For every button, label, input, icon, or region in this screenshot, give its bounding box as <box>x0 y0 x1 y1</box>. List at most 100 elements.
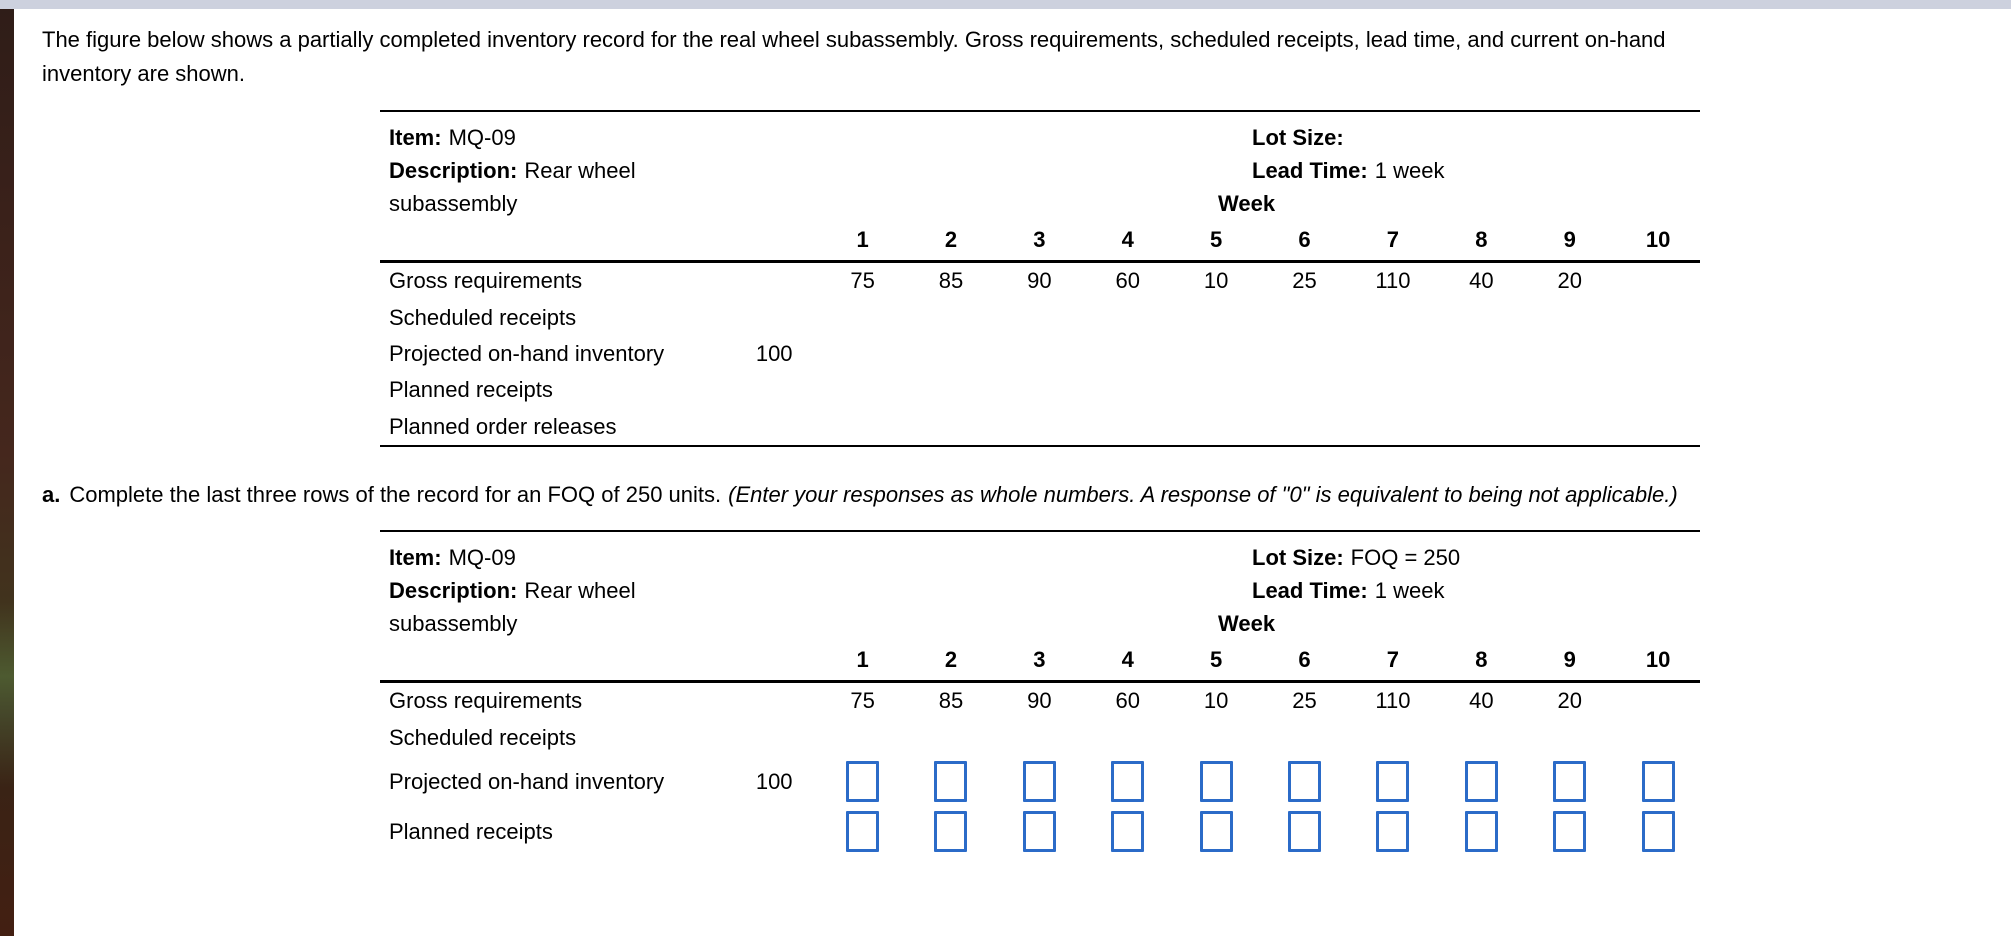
description-label: Description: <box>389 158 518 183</box>
record-row-projected-on-hand-inventory: Projected on-hand inventory 100 <box>380 756 1700 808</box>
item-value: MQ-09 <box>448 125 516 150</box>
cell-week-7: 110 <box>1375 688 1411 714</box>
lot-size-lead-time-block: Lot Size: Lead Time: 1 week <box>1252 121 1444 187</box>
week-number-1: 1 <box>856 647 869 672</box>
projected-on-hand-inventory-input-week-7[interactable] <box>1376 761 1410 803</box>
description-label: Description: <box>389 578 518 603</box>
week-number-8: 8 <box>1475 227 1488 252</box>
cell-week-10 <box>1614 761 1702 803</box>
desktop-background-edge <box>0 9 14 936</box>
cell-week-5 <box>1172 811 1260 853</box>
cell-week-3 <box>995 761 1083 803</box>
row-label: Projected on-hand inventory <box>389 340 665 366</box>
record-row-planned-receipts: Planned receipts <box>380 372 1700 408</box>
projected-on-hand-inventory-input-week-2[interactable] <box>934 761 968 803</box>
week-number-2: 2 <box>944 647 958 672</box>
row-label: Scheduled receipts <box>389 724 577 750</box>
projected-on-hand-inventory-input-week-9[interactable] <box>1553 761 1587 803</box>
lot-size-value: FOQ = 250 <box>1350 545 1461 570</box>
planned-receipts-input-week-6[interactable] <box>1288 811 1322 853</box>
cell-week-5 <box>1172 761 1260 803</box>
item-value: MQ-09 <box>448 545 516 570</box>
planned-receipts-input-week-9[interactable] <box>1553 811 1587 853</box>
cell-week-4 <box>1084 761 1172 803</box>
cell-week-2 <box>907 811 995 853</box>
item-description-block: Item: MQ-09 Description: Rear wheel subass… <box>389 541 657 640</box>
header-divider-rule <box>380 260 1700 263</box>
record-body: Gross requirements 75 85 90 60 10 25 110 40 20 Sch… <box>380 683 1700 856</box>
week-number-10: 10 <box>1645 647 1671 672</box>
planned-receipts-input-week-1[interactable] <box>846 811 880 853</box>
projected-on-hand-inventory-input-week-4[interactable] <box>1111 761 1145 803</box>
cell-week-8: 40 <box>1469 688 1494 714</box>
lead-time-line: Lead Time: 1 week <box>1252 154 1444 187</box>
cell-week-4: 60 <box>1115 268 1140 294</box>
cell-week-7: 110 <box>1375 268 1411 294</box>
part-letter: a. <box>42 482 61 507</box>
lead-time-value: 1 week <box>1374 158 1445 183</box>
instruction-text: Complete the last three rows of the reco… <box>69 482 722 507</box>
cell-week-8 <box>1437 811 1525 853</box>
item-label: Item: <box>389 545 442 570</box>
week-number-6: 6 <box>1298 647 1311 672</box>
row-label: Scheduled receipts <box>389 304 577 330</box>
planned-receipts-input-week-5[interactable] <box>1199 811 1233 853</box>
planned-receipts-input-week-7[interactable] <box>1376 811 1410 853</box>
record-row-scheduled-receipts: Scheduled receipts <box>380 299 1700 335</box>
intro-line-1: The figure below shows a partially compl… <box>42 27 1666 52</box>
record-row-scheduled-receipts: Scheduled receipts <box>380 719 1700 755</box>
cell-week-9 <box>1526 761 1614 803</box>
cell-week-5: 10 <box>1203 688 1229 714</box>
cell-week-3 <box>995 811 1083 853</box>
cell-week-1: 75 <box>850 268 875 294</box>
week-number-5: 5 <box>1210 227 1223 252</box>
planned-receipts-input-week-8[interactable] <box>1464 811 1498 853</box>
record-header: Item: MQ-09 Description: Rear wheel subass… <box>380 532 1700 680</box>
lot-size-lead-time-block: Lot Size: FOQ = 250 Lead Time: 1 week <box>1252 541 1460 607</box>
cell-week-4 <box>1084 811 1172 853</box>
projected-on-hand-inventory-input-week-6[interactable] <box>1288 761 1322 803</box>
cell-week-1 <box>818 761 906 803</box>
cell-week-9: 20 <box>1557 688 1582 714</box>
item-label: Item: <box>389 125 442 150</box>
projected-on-hand-inventory-input-week-8[interactable] <box>1464 761 1498 803</box>
week-number-2: 2 <box>944 227 958 252</box>
projected-on-hand-inventory-input-week-3[interactable] <box>1022 761 1056 803</box>
item-description-block: Item: MQ-09 Description: Rear wheel subass… <box>389 121 657 220</box>
record-row-planned-receipts: Planned receipts <box>380 808 1700 856</box>
projected-on-hand-inventory-input-week-1[interactable] <box>846 761 880 803</box>
record-body: Gross requirements 75 85 90 60 10 25 110 40 20 Sch… <box>380 263 1700 445</box>
intro-line-2: inventory are shown. <box>42 61 245 86</box>
planned-receipts-input-week-10[interactable] <box>1641 811 1675 853</box>
week-number-4: 4 <box>1121 227 1134 252</box>
record-row-gross-requirements: Gross requirements 75 85 90 60 10 25 110 40 20 <box>380 263 1700 299</box>
planned-receipts-input-week-2[interactable] <box>934 811 968 853</box>
lot-size-line: Lot Size: FOQ = 250 <box>1252 541 1460 574</box>
week-header-label: Week <box>1218 191 1276 216</box>
lot-size-line: Lot Size: <box>1252 121 1444 154</box>
inventory-record-given: Item: MQ-09 Description: Rear wheel subass… <box>380 110 1700 447</box>
cell-week-5: 10 <box>1203 268 1229 294</box>
planned-receipts-input-week-3[interactable] <box>1022 811 1056 853</box>
cell-week-2: 85 <box>938 268 964 294</box>
lot-size-label: Lot Size: <box>1252 545 1344 570</box>
planned-receipts-input-week-4[interactable] <box>1111 811 1145 853</box>
record-row-gross-requirements: Gross requirements 75 85 90 60 10 25 110 40 20 <box>380 683 1700 719</box>
description-value: Rear wheel subassembly <box>389 578 636 636</box>
cell-week-10 <box>1614 811 1702 853</box>
cell-week-9 <box>1526 811 1614 853</box>
week-number-3: 3 <box>1033 227 1046 252</box>
projected-on-hand-inventory-input-week-10[interactable] <box>1641 761 1675 803</box>
intro-paragraph: The figure below shows a partially compl… <box>42 23 1997 91</box>
week-number-4: 4 <box>1121 647 1134 672</box>
week-number-3: 3 <box>1033 647 1046 672</box>
row-label: Projected on-hand inventory <box>389 768 665 794</box>
cell-week-6: 25 <box>1292 268 1317 294</box>
record-row-projected-on-hand-inventory: Projected on-hand inventory 100 <box>380 336 1700 372</box>
row-label: Gross requirements <box>389 688 583 714</box>
cell-week-9: 20 <box>1557 268 1582 294</box>
projected-on-hand-inventory-input-week-5[interactable] <box>1199 761 1233 803</box>
cell-week-2 <box>907 761 995 803</box>
week-number-7: 7 <box>1386 647 1400 672</box>
